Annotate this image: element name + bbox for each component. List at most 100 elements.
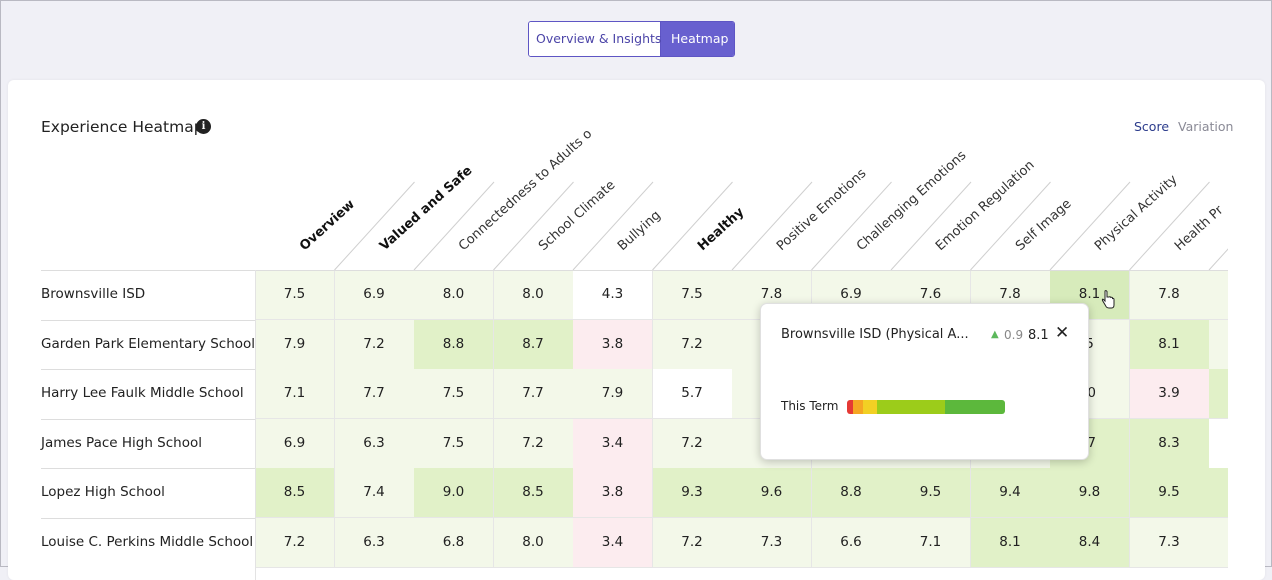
header-divider-line — [1129, 181, 1210, 271]
heatmap-cell[interactable]: 6.6 — [811, 517, 892, 568]
row-divider — [41, 319, 255, 321]
tooltip-score: 8.1 — [1028, 328, 1049, 343]
heatmap-cell[interactable]: 7.4 — [334, 468, 415, 518]
heatmap-cell[interactable]: 6.3 — [334, 418, 415, 469]
heatmap-cell[interactable]: 8.5 — [255, 468, 335, 518]
tooltip-title: Brownsville ISD (Physical A... — [781, 327, 969, 342]
heatmap-cell[interactable]: 8.0 — [493, 517, 574, 568]
header-divider-line — [334, 181, 415, 271]
heatmap-cell[interactable]: 7.5 — [652, 270, 733, 320]
score-distribution-bar — [847, 400, 1005, 414]
header-divider-line — [493, 181, 574, 271]
row-label[interactable]: Brownsville ISD — [41, 286, 146, 302]
header-divider-line — [1208, 248, 1228, 271]
heatmap-cell[interactable]: 4.3 — [573, 270, 653, 320]
row-label[interactable]: Lopez High School — [41, 484, 165, 500]
heatmap-cell[interactable]: 8.3 — [1129, 418, 1210, 469]
heatmap-cell[interactable]: 3.9 — [1129, 369, 1210, 419]
heatmap-cell[interactable]: 6.9 — [334, 270, 415, 320]
heatmap-cell[interactable]: 7.1 — [891, 517, 971, 568]
heatmap-cell[interactable]: 7.2 — [652, 319, 733, 370]
heatmap-cell[interactable]: 7.2 — [652, 418, 733, 469]
heatmap-cell[interactable] — [1209, 468, 1228, 518]
tab-heatmap[interactable]: Heatmap — [661, 22, 734, 56]
heatmap-cell[interactable]: 8.1 — [1129, 319, 1210, 370]
heatmap-cell[interactable]: 9.6 — [732, 468, 812, 518]
mode-score-toggle[interactable]: Score — [1134, 119, 1170, 134]
header-divider-line — [572, 181, 654, 271]
header-divider-line — [1049, 181, 1131, 271]
heatmap-cell[interactable]: 6.3 — [334, 517, 415, 568]
grid-left-border — [255, 270, 256, 580]
grid-top-border — [41, 270, 1228, 271]
heatmap-cell[interactable]: 7.2 — [334, 319, 415, 370]
heatmap-cell[interactable]: 7.9 — [573, 369, 653, 419]
heatmap-cell[interactable]: 7.2 — [652, 517, 733, 568]
row-label[interactable]: Harry Lee Faulk Middle School — [41, 385, 244, 401]
bar-segment — [944, 400, 1005, 414]
heatmap-cell[interactable]: 7.5 — [414, 418, 494, 469]
mode-variation-toggle[interactable]: Variation — [1178, 119, 1234, 134]
heatmap-cell[interactable]: 8.1 — [970, 517, 1051, 568]
row-label[interactable]: Garden Park Elementary School — [41, 335, 256, 352]
info-icon[interactable]: i — [196, 119, 211, 134]
bar-segment — [862, 400, 877, 414]
heatmap-cell[interactable] — [1209, 517, 1228, 568]
row-divider — [41, 468, 255, 469]
heatmap-cell[interactable] — [1209, 270, 1228, 320]
heatmap-cell[interactable] — [1209, 319, 1228, 370]
heatmap-cell[interactable]: 8.5 — [493, 468, 574, 518]
cell-tooltip: Brownsville ISD (Physical A... ▲ 0.9 8.1… — [760, 303, 1089, 460]
row-divider — [41, 517, 255, 519]
heatmap-cell[interactable] — [1209, 418, 1228, 469]
header-divider-line — [970, 181, 1051, 271]
heatmap-cell[interactable]: 3.8 — [573, 468, 653, 518]
heatmap-cell[interactable]: 7.3 — [732, 517, 812, 568]
hand-cursor-icon — [1101, 290, 1115, 309]
heatmap-cell[interactable]: 9.3 — [652, 468, 733, 518]
row-label[interactable]: Louise C. Perkins Middle School — [41, 533, 254, 550]
heatmap-cell[interactable]: 8.0 — [493, 270, 574, 320]
heatmap-cell[interactable]: 9.4 — [970, 468, 1051, 518]
heatmap-cell[interactable]: 7.3 — [1129, 517, 1210, 568]
heatmap-cell[interactable]: 3.8 — [573, 319, 653, 370]
header-divider-line — [811, 181, 892, 271]
bar-segment — [853, 400, 863, 414]
heatmap-cell[interactable]: 7.1 — [255, 369, 335, 419]
heatmap-cell[interactable]: 7.2 — [493, 418, 574, 469]
heatmap-cell[interactable]: 8.8 — [414, 319, 494, 370]
header-divider-line — [890, 181, 972, 271]
close-icon[interactable]: ✕ — [1055, 323, 1070, 343]
tooltip-delta: 0.9 — [1004, 328, 1024, 342]
heatmap-cell[interactable]: 7.5 — [255, 270, 335, 320]
heatmap-cell[interactable]: 8.7 — [493, 319, 574, 370]
heatmap-cell[interactable] — [1209, 369, 1228, 419]
header-divider-line — [731, 181, 813, 271]
tab-overview-insights[interactable]: Overview & Insights — [529, 22, 661, 56]
bar-segment — [877, 400, 945, 414]
view-toggle: Overview & Insights Heatmap — [528, 21, 735, 57]
heatmap-cell[interactable]: 8.8 — [811, 468, 892, 518]
heatmap-cell[interactable]: 9.5 — [891, 468, 971, 518]
row-divider — [41, 369, 255, 370]
heatmap-cell[interactable]: 7.2 — [255, 517, 335, 568]
heatmap-cell[interactable]: 7.8 — [1129, 270, 1210, 320]
heatmap-cell[interactable]: 6.9 — [255, 418, 335, 469]
heatmap-cell[interactable]: 3.4 — [573, 418, 653, 469]
heatmap-cell[interactable]: 8.4 — [1050, 517, 1130, 568]
heatmap-cell[interactable]: 7.5 — [414, 369, 494, 419]
heatmap-cell[interactable]: 6.8 — [414, 517, 494, 568]
heatmap-cell[interactable]: 7.9 — [255, 319, 335, 370]
triangle-up-icon: ▲ — [991, 329, 999, 340]
heatmap-cell[interactable]: 7.7 — [493, 369, 574, 419]
heatmap-cell[interactable]: 8.0 — [414, 270, 494, 320]
heatmap-cell[interactable]: 9.8 — [1050, 468, 1130, 518]
tooltip-term-label: This Term — [781, 399, 839, 413]
heatmap-cell[interactable]: 3.4 — [573, 517, 653, 568]
heatmap-cell[interactable]: 7.7 — [334, 369, 415, 419]
header-divider-line — [413, 181, 495, 271]
row-label[interactable]: James Pace High School — [41, 434, 202, 451]
heatmap-cell[interactable]: 9.0 — [414, 468, 494, 518]
heatmap-cell[interactable]: 5.7 — [652, 369, 733, 419]
heatmap-cell[interactable]: 9.5 — [1129, 468, 1210, 518]
